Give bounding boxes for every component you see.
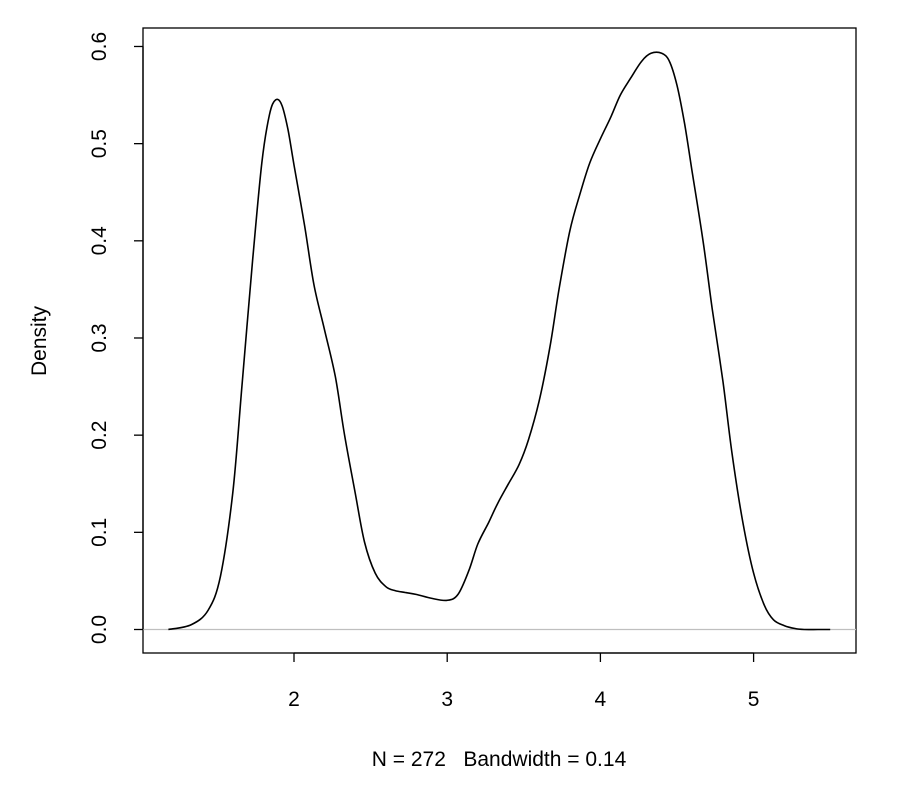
y-axis: 0.0 0.1 0.2 0.3 0.4 0.5 0.6 (88, 32, 144, 644)
y-tick-label: 0.1 (88, 518, 111, 547)
y-tick-label: 0.5 (88, 129, 111, 158)
x-tick-label: 3 (441, 688, 453, 711)
y-tick-label: 0.2 (88, 421, 111, 450)
x-tick-label: 4 (595, 688, 607, 711)
density-curve (168, 51, 831, 631)
y-axis-title: Density (28, 305, 51, 376)
x-tick-label: 5 (748, 688, 760, 711)
y-tick-label: 0.4 (88, 226, 111, 256)
y-tick-label: 0.6 (88, 32, 111, 61)
y-tick-label: 0.3 (88, 323, 111, 352)
x-axis: 2 3 4 5 (288, 652, 760, 711)
x-axis-title: N = 272 Bandwidth = 0.14 (372, 748, 627, 771)
plot-frame (142, 27, 857, 654)
x-tick-label: 2 (288, 688, 300, 711)
y-tick-label: 0.0 (88, 615, 111, 644)
